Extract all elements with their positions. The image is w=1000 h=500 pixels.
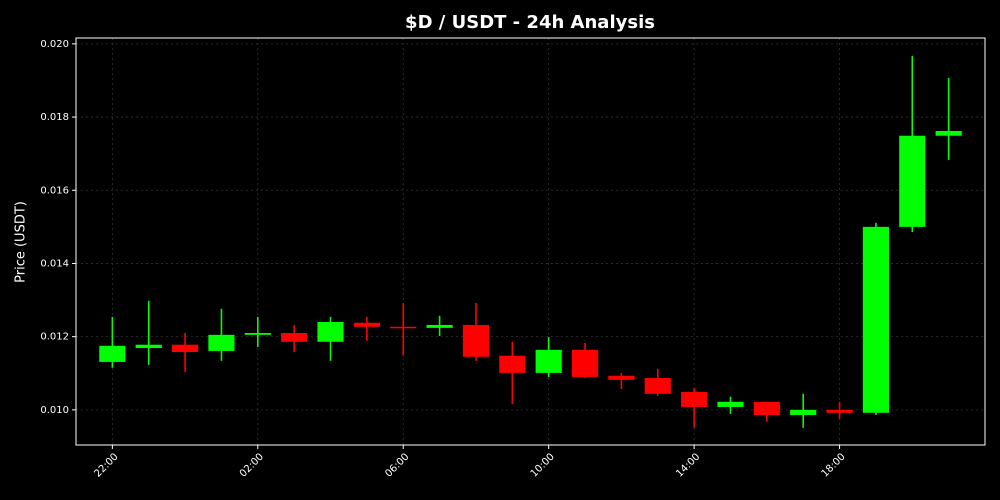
candle-body: [353, 322, 380, 327]
x-tick-label: 10:00: [529, 451, 557, 479]
candle-body: [935, 130, 962, 136]
candle-body: [790, 409, 817, 415]
y-tick-label: 0.010: [40, 405, 69, 416]
candle-body: [862, 226, 890, 413]
y-tick-label: 0.020: [40, 39, 69, 50]
candle-body: [317, 322, 344, 342]
x-tick-label: 06:00: [383, 451, 411, 479]
x-tick-label: 14:00: [674, 451, 702, 479]
candle-body: [608, 375, 635, 380]
y-tick-label: 0.018: [40, 112, 69, 123]
candle-body: [681, 391, 708, 407]
candle-body: [462, 324, 490, 357]
y-axis-label: Price (USDT): [14, 201, 29, 283]
candle-body: [135, 344, 162, 349]
candle-body: [753, 401, 780, 415]
candle-body: [899, 135, 926, 227]
candle-body: [717, 401, 744, 407]
candle-body: [826, 409, 853, 413]
x-tick-label: 22:00: [92, 451, 120, 479]
candle-body: [644, 378, 671, 394]
candle-body: [281, 333, 308, 342]
candle-body: [535, 349, 562, 373]
candle-body: [390, 326, 417, 329]
y-tick-label: 0.016: [40, 185, 69, 196]
x-tick-label: 18:00: [820, 451, 848, 479]
chart-title: $D / USDT - 24h Analysis: [405, 12, 655, 33]
y-tick-label: 0.012: [40, 332, 69, 343]
plot-frame: [75, 37, 986, 446]
x-tick-label: 02:00: [238, 451, 266, 479]
candle-body: [171, 344, 199, 353]
candle-body: [208, 334, 235, 351]
y-tick-label: 0.014: [40, 258, 69, 269]
candle-body: [426, 324, 453, 328]
candle-body: [99, 345, 126, 362]
candle-body: [499, 355, 526, 373]
candle-body: [571, 349, 599, 377]
candle-body: [244, 333, 271, 335]
